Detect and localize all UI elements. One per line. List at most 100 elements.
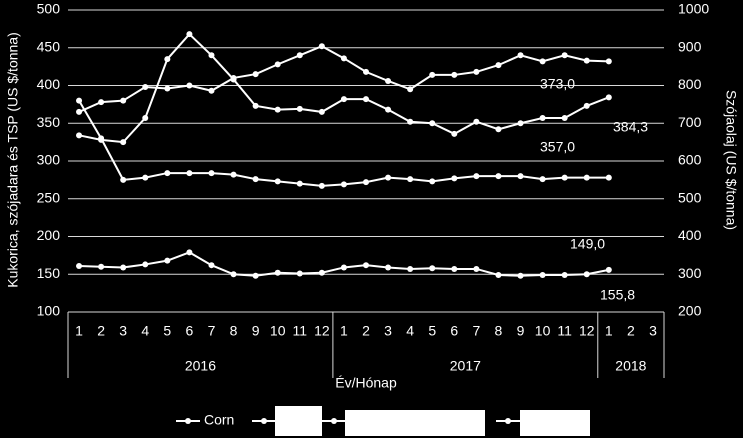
point xyxy=(451,130,458,137)
point xyxy=(142,84,149,91)
x-tick-label: 9 xyxy=(252,323,260,339)
point xyxy=(495,126,502,133)
y-tick-label: 250 xyxy=(37,189,61,205)
point xyxy=(120,176,127,183)
x-tick-label: 1 xyxy=(340,323,348,339)
point xyxy=(385,106,392,113)
y-tick-label: 200 xyxy=(37,227,61,243)
y2-tick-label: 600 xyxy=(678,152,702,168)
series-line xyxy=(78,100,609,187)
annotation: 373,0 xyxy=(540,76,575,92)
point xyxy=(164,257,171,264)
point xyxy=(186,82,193,89)
point xyxy=(473,118,480,125)
point xyxy=(583,102,590,109)
point xyxy=(473,265,480,272)
series-line xyxy=(79,251,610,277)
point xyxy=(208,52,215,59)
point xyxy=(517,173,524,180)
point xyxy=(385,77,392,84)
point xyxy=(252,176,259,183)
annotation: 357,0 xyxy=(540,139,575,155)
annotation: 384,3 xyxy=(613,119,648,135)
point xyxy=(583,271,590,278)
x-tick-label: 1 xyxy=(75,323,83,339)
point xyxy=(561,52,568,59)
y2-tick-label: 200 xyxy=(678,303,702,319)
point xyxy=(495,272,502,279)
x-tick-label: 4 xyxy=(406,323,414,339)
legend-marker xyxy=(505,418,511,424)
point xyxy=(495,173,502,180)
x-tick-label: 8 xyxy=(230,323,238,339)
point xyxy=(164,170,171,177)
x-tick-label: 10 xyxy=(535,323,551,339)
point xyxy=(539,58,546,65)
point xyxy=(296,270,303,277)
point xyxy=(318,269,325,276)
point xyxy=(517,272,524,279)
point xyxy=(318,108,325,115)
point xyxy=(296,180,303,187)
x-tick-label: 11 xyxy=(293,323,308,339)
point xyxy=(76,262,83,269)
y2-tick-label: 400 xyxy=(678,227,702,243)
point xyxy=(164,56,171,63)
point xyxy=(451,71,458,78)
x-tick-label: 10 xyxy=(270,323,286,339)
x-axis-title: Év/Hónap xyxy=(335,375,397,391)
point xyxy=(429,120,436,127)
point xyxy=(363,179,369,186)
x-tick-label: 2 xyxy=(362,323,370,339)
y2-tick-label: 1000 xyxy=(678,1,709,17)
point xyxy=(385,264,392,271)
annotation: 155,8 xyxy=(600,287,635,303)
point xyxy=(76,97,83,104)
y-tick-label: 350 xyxy=(37,114,61,130)
point xyxy=(296,105,303,112)
y2-tick-label: 700 xyxy=(678,114,702,130)
point xyxy=(363,96,369,103)
annotation: 149,0 xyxy=(570,236,605,252)
point xyxy=(407,265,414,272)
legend-marker xyxy=(261,418,267,424)
point xyxy=(539,114,546,121)
point xyxy=(164,85,171,92)
point xyxy=(120,97,127,104)
point xyxy=(252,102,259,109)
point xyxy=(274,269,281,276)
point xyxy=(318,43,325,50)
point xyxy=(208,262,215,269)
point xyxy=(230,271,237,278)
point xyxy=(451,265,458,272)
point xyxy=(274,106,281,113)
point xyxy=(208,87,215,94)
point xyxy=(517,120,524,127)
point xyxy=(429,178,436,185)
legend-label: Corn xyxy=(204,412,234,428)
x-tick-label: 7 xyxy=(472,323,480,339)
point xyxy=(605,266,612,273)
point xyxy=(605,174,612,181)
y-tick-label: 450 xyxy=(37,38,61,54)
point xyxy=(539,176,546,183)
point xyxy=(142,114,149,121)
point xyxy=(407,176,414,183)
point xyxy=(429,71,436,78)
point xyxy=(318,182,325,189)
x-tick-label: 5 xyxy=(163,323,171,339)
point xyxy=(363,68,369,75)
point xyxy=(296,52,303,59)
point xyxy=(539,272,546,279)
x-tick-label: 3 xyxy=(649,323,657,339)
y2-tick-label: 800 xyxy=(678,76,702,92)
x-tick-label: 2 xyxy=(97,323,105,339)
point xyxy=(186,31,193,38)
x-group-label: 2016 xyxy=(185,358,216,374)
y-tick-label: 100 xyxy=(37,303,61,319)
y2-axis-title: Szójaolaj (US $/tonna) xyxy=(723,90,739,230)
point xyxy=(385,174,392,181)
y2-tick-label: 900 xyxy=(678,38,702,54)
x-tick-label: 6 xyxy=(186,323,194,339)
